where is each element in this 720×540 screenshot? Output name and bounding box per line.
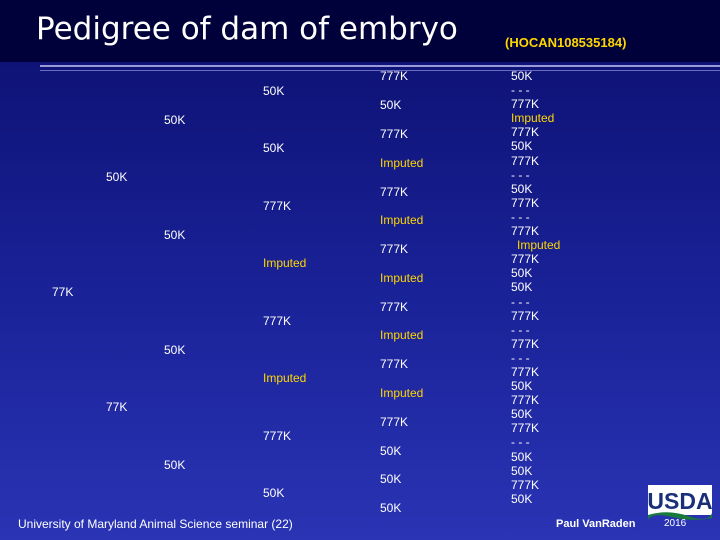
presenter-name: Paul VanRaden: [556, 518, 636, 530]
usda-logo: USDA: [648, 485, 712, 520]
gen6-label: 50K: [511, 463, 533, 478]
gen6-label: 50K: [511, 139, 533, 154]
gen5-label: 777K: [380, 357, 409, 371]
slide-year: 2016: [664, 518, 687, 529]
gen3-label: 50K: [164, 113, 186, 127]
gen6-column: 50K - - - 777K Imputed 777K 50K 777K - -…: [511, 69, 601, 506]
title-rule: [40, 65, 720, 67]
gen6-label: 777K: [511, 195, 540, 210]
slide-title: Pedigree of dam of embryo: [36, 11, 458, 47]
gen6-label: 50K: [511, 69, 533, 83]
gen3-label: 50K: [164, 343, 186, 357]
gen6-label: 50K: [511, 280, 533, 295]
gen5-label: 50K: [380, 472, 402, 486]
gen6-label: 777K: [511, 393, 540, 408]
gen4-label: Imputed: [263, 371, 307, 385]
gen6-label: - - -: [511, 167, 530, 182]
gen4-label: 50K: [263, 141, 285, 155]
gen6-label: 50K: [511, 379, 533, 394]
gen6-label: - - -: [511, 322, 530, 337]
gen4-label: 777K: [263, 429, 292, 443]
gen5-label: Imputed: [380, 386, 424, 400]
usda-logo-text: USDA: [648, 488, 712, 514]
gen6-label: 777K: [511, 336, 540, 351]
gen5-label: Imputed: [380, 213, 424, 227]
gen4-label: 777K: [263, 314, 292, 328]
gen6-label: 777K: [511, 153, 540, 168]
gen3-label: 50K: [164, 458, 186, 472]
gen6-label: 50K: [511, 491, 533, 506]
gen6-label: - - -: [511, 435, 530, 450]
gen2-label: 77K: [106, 400, 128, 414]
gen6-label: 777K: [511, 308, 540, 323]
title-rule-thin: [40, 70, 720, 71]
seminar-footer: University of Maryland Animal Science se…: [18, 517, 293, 531]
gen6-label: - - -: [511, 209, 530, 224]
gen5-label: Imputed: [380, 328, 424, 342]
gen3-label: 50K: [164, 228, 186, 242]
gen1-label: 77K: [52, 285, 74, 299]
gen5-label: 777K: [380, 127, 409, 141]
gen5-label: 50K: [380, 98, 402, 112]
gen4-label: Imputed: [263, 256, 307, 270]
gen5-label: 777K: [380, 242, 409, 256]
gen6-label: 777K: [511, 421, 540, 436]
gen6-label: - - -: [511, 294, 530, 309]
gen6-label: 50K: [511, 407, 533, 422]
gen6-label: 50K: [511, 181, 533, 196]
gen5-label: 777K: [380, 185, 409, 199]
gen5-label: Imputed: [380, 271, 424, 285]
gen4-label: 777K: [263, 199, 292, 213]
title-bar: [0, 0, 720, 62]
gen6-label: 777K: [511, 477, 540, 492]
embryo-id: (HOCAN108535184): [505, 35, 627, 50]
gen5-label: 777K: [380, 415, 409, 429]
gen2-label: 50K: [106, 170, 128, 184]
gen6-label: 777K: [511, 252, 540, 267]
gen6-label: 777K: [511, 125, 540, 140]
gen6-label: Imputed: [517, 238, 561, 253]
gen5-label: 777K: [380, 300, 409, 314]
gen6-label: - - -: [511, 350, 530, 365]
gen6-label: Imputed: [511, 111, 555, 126]
gen5-label: Imputed: [380, 156, 424, 170]
gen4-label: 50K: [263, 84, 285, 98]
gen5-label: 50K: [380, 444, 402, 458]
gen6-label: 50K: [511, 266, 533, 281]
gen6-label: 777K: [511, 97, 540, 112]
gen6-label: 50K: [511, 449, 533, 464]
gen6-label: 777K: [511, 364, 540, 379]
gen5-label: 777K: [380, 69, 409, 83]
gen6-label: - - -: [511, 83, 530, 98]
gen4-label: 50K: [263, 486, 285, 500]
gen5-label: 50K: [380, 501, 402, 515]
gen6-label: 777K: [511, 224, 540, 239]
